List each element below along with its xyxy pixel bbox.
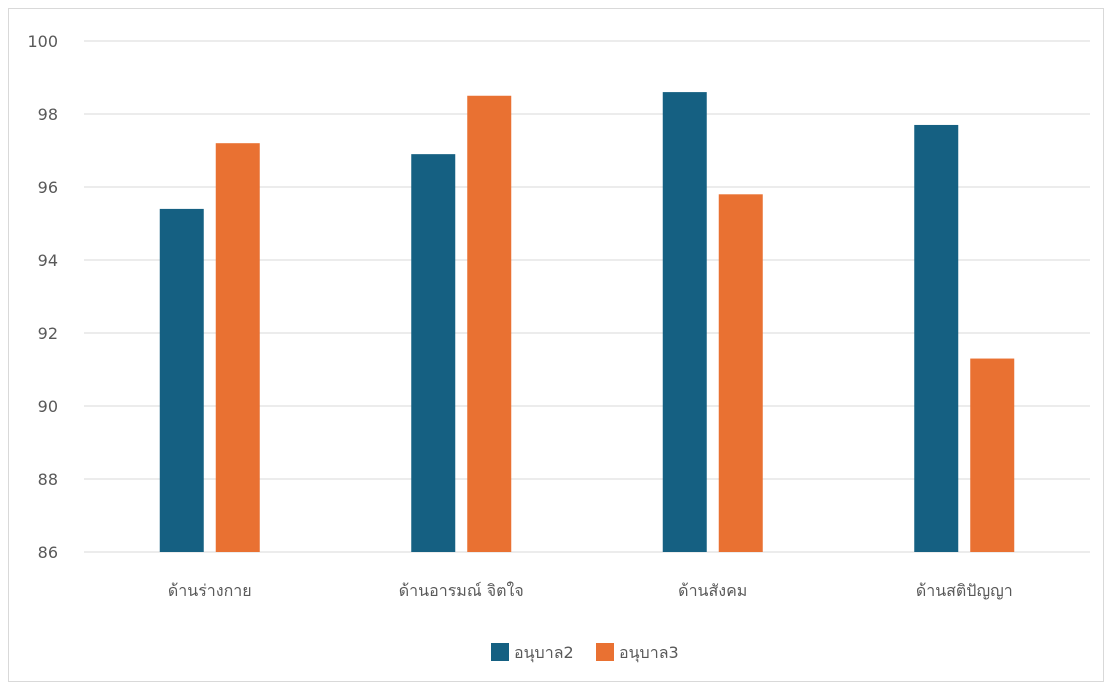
y-tick-label: 94 xyxy=(38,251,58,270)
bars xyxy=(159,92,1015,553)
bar-1-4 xyxy=(914,124,959,552)
bar-2-1 xyxy=(215,143,260,552)
bar-2-4 xyxy=(970,358,1015,552)
y-axis-ticks: 86 88 90 92 94 96 98 100 xyxy=(27,32,58,562)
x-category-label: ด้านสังคม xyxy=(678,581,747,600)
bar-2-2 xyxy=(467,95,512,552)
y-tick-label: 88 xyxy=(38,470,58,489)
x-category-label: ด้านอารมณ์ จิตใจ xyxy=(399,581,524,600)
y-tick-label: 96 xyxy=(38,178,58,197)
legend-swatch-2 xyxy=(596,643,614,661)
x-axis-categories: ด้านร่างกาย ด้านอารมณ์ จิตใจ ด้านสังคม ด้าน… xyxy=(168,581,1013,600)
y-tick-label: 98 xyxy=(38,105,58,124)
legend: อนุบาล2 อนุบาล3 xyxy=(491,643,679,663)
y-tick-label: 90 xyxy=(38,397,58,416)
y-tick-label: 92 xyxy=(38,324,58,343)
y-tick-label: 86 xyxy=(38,543,58,562)
legend-label-2: อนุบาล3 xyxy=(619,643,679,663)
bar-1-2 xyxy=(411,154,456,552)
bar-2-3 xyxy=(718,194,763,553)
y-tick-label: 100 xyxy=(27,32,58,51)
x-category-label: ด้านสติปัญญา xyxy=(916,581,1013,600)
x-category-label: ด้านร่างกาย xyxy=(168,581,252,600)
bar-1-3 xyxy=(662,92,707,552)
legend-label-1: อนุบาล2 xyxy=(514,643,574,663)
legend-swatch-1 xyxy=(491,643,509,661)
bar-1-1 xyxy=(159,208,204,552)
